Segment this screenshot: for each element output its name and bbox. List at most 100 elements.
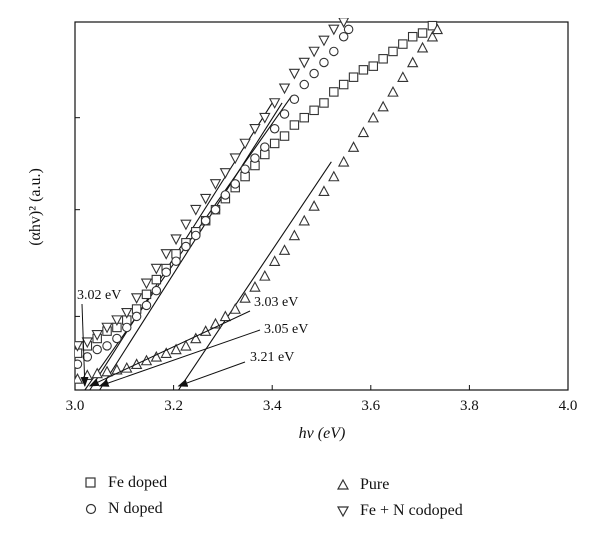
data-point-square xyxy=(141,289,152,300)
x-tick-label: 4.0 xyxy=(559,398,578,414)
data-point-triangle-up xyxy=(308,200,320,211)
data-point-circle xyxy=(122,322,132,333)
legend-item-pure: Pure xyxy=(336,476,389,494)
data-point-circle xyxy=(151,285,162,296)
data-point-square xyxy=(398,39,408,49)
data-point-triangle-down xyxy=(190,204,202,216)
data-point-circle xyxy=(82,352,93,362)
data-point-triangle-up xyxy=(416,41,429,53)
data-point-triangle-up xyxy=(180,339,192,351)
data-point-triangle-down xyxy=(150,263,163,275)
data-point-triangle-down xyxy=(259,112,271,124)
data-point-square xyxy=(417,28,428,38)
x-tick-label: 3.6 xyxy=(361,398,380,414)
triangle-up-marker-icon xyxy=(336,478,350,490)
data-point-square xyxy=(319,98,329,108)
data-point-circle xyxy=(250,153,260,163)
data-point-square xyxy=(299,112,309,123)
data-point-triangle-down xyxy=(75,341,84,352)
x-tick-label: 3.2 xyxy=(164,398,183,414)
data-point-square xyxy=(348,72,359,82)
data-point-triangle-down xyxy=(288,68,301,80)
data-point-triangle-up xyxy=(140,354,153,366)
data-point-triangle-up xyxy=(101,365,113,377)
data-point-triangle-up xyxy=(406,56,419,68)
data-point-square xyxy=(407,31,418,42)
annotation-label: 3.03 eV xyxy=(254,295,298,310)
fit-line xyxy=(89,102,273,391)
data-point-circle xyxy=(141,300,152,311)
data-point-triangle-up xyxy=(298,214,310,226)
data-layer xyxy=(75,18,444,391)
data-point-triangle-down xyxy=(81,337,94,349)
x-axis-label: hv (eV) xyxy=(299,425,346,442)
annotation-arrow xyxy=(177,361,246,387)
data-point-triangle-up xyxy=(111,363,123,375)
data-point-circle xyxy=(260,142,270,152)
data-point-triangle-up xyxy=(397,71,409,82)
square-marker-icon xyxy=(85,477,96,488)
data-point-triangle-up xyxy=(249,280,261,292)
data-point-triangle-down xyxy=(328,24,340,36)
fit-line xyxy=(178,161,332,391)
plot-frame xyxy=(74,21,569,391)
annotation-label: 3.02 eV xyxy=(77,288,121,303)
data-point-circle xyxy=(289,94,300,105)
data-point-triangle-up xyxy=(75,372,84,384)
data-point-triangle-up xyxy=(239,292,251,303)
data-point-square xyxy=(378,54,388,64)
data-point-circle xyxy=(191,230,201,241)
data-point-square xyxy=(388,46,398,57)
data-point-triangle-up xyxy=(357,126,370,138)
data-point-triangle-up xyxy=(160,347,172,358)
legend-item-fe-doped: Fe doped xyxy=(84,474,167,492)
data-point-circle xyxy=(161,267,171,277)
data-point-circle xyxy=(338,31,349,42)
data-point-circle xyxy=(220,190,231,200)
data-point-triangle-up xyxy=(367,111,379,123)
annotation-label: 3.21 eV xyxy=(250,350,294,365)
data-point-triangle-up xyxy=(337,155,350,167)
data-point-square xyxy=(151,274,162,285)
y-axis-label: (αhv)² (a.u.) xyxy=(27,168,44,246)
data-point-triangle-down xyxy=(249,123,261,135)
data-point-triangle-up xyxy=(431,23,444,35)
data-point-triangle-up xyxy=(229,303,241,314)
data-point-triangle-down xyxy=(91,330,103,341)
fit-line xyxy=(99,102,283,391)
data-point-triangle-down xyxy=(209,179,222,190)
data-point-circle xyxy=(102,341,112,351)
data-point-square xyxy=(368,61,379,71)
legend-item-fe-n-codoped: Fe + N codoped xyxy=(336,502,463,520)
data-point-square xyxy=(279,131,290,141)
data-point-triangle-down xyxy=(121,307,133,319)
data-point-square xyxy=(358,65,369,75)
data-point-triangle-up xyxy=(347,141,360,152)
data-point-triangle-up xyxy=(259,269,271,281)
annotation-arrow xyxy=(88,310,251,387)
data-point-triangle-down xyxy=(278,83,291,95)
data-point-circle xyxy=(319,57,329,68)
data-point-triangle-up xyxy=(288,229,301,241)
data-point-circle xyxy=(230,179,240,189)
data-point-triangle-up xyxy=(426,30,439,42)
data-point-circle xyxy=(75,359,83,369)
data-point-triangle-down xyxy=(130,293,143,304)
data-point-triangle-up xyxy=(328,170,340,182)
data-point-circle xyxy=(210,204,221,215)
legend-label: N doped xyxy=(108,500,163,517)
data-point-circle xyxy=(92,344,102,355)
x-tick-label: 3.8 xyxy=(460,398,479,414)
data-point-triangle-down xyxy=(318,35,330,47)
data-point-triangle-up xyxy=(377,100,389,112)
data-point-triangle-down xyxy=(160,249,172,260)
data-point-circle xyxy=(200,215,211,226)
data-point-circle xyxy=(309,68,319,79)
data-point-triangle-down xyxy=(101,322,113,334)
data-point-triangle-down xyxy=(180,219,192,231)
legend-label: Fe + N codoped xyxy=(360,502,463,519)
annotation-label: 3.05 eV xyxy=(264,322,308,337)
data-point-circle xyxy=(240,164,250,174)
data-point-triangle-down xyxy=(308,46,320,58)
data-point-square xyxy=(309,105,319,116)
